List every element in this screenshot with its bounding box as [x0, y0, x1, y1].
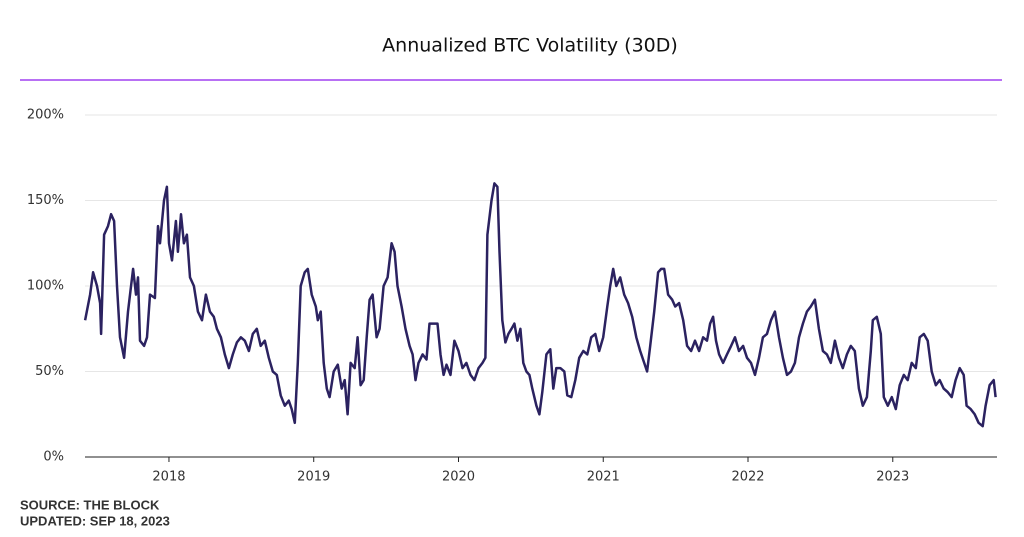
- y-tick-label: 50%: [35, 364, 64, 379]
- chart-title: Annualized BTC Volatility (30D): [382, 35, 678, 57]
- x-tick-label: 2022: [731, 470, 764, 485]
- y-tick-label: 0%: [43, 450, 64, 465]
- source: SOURCE: THE BLOCK: [20, 497, 160, 512]
- x-tick-label: 2020: [442, 470, 475, 485]
- y-tick-label: 150%: [27, 193, 64, 208]
- updated: UPDATED: SEP 18, 2023: [20, 513, 170, 528]
- x-tick-label: 2023: [876, 470, 909, 485]
- y-tick-label: 200%: [27, 108, 64, 123]
- x-tick-label: 2021: [587, 470, 620, 485]
- x-tick-label: 2019: [297, 470, 330, 485]
- x-tick-label: 2018: [152, 470, 185, 485]
- series-line: [83, 182, 997, 428]
- y-tick-label: 100%: [27, 279, 64, 294]
